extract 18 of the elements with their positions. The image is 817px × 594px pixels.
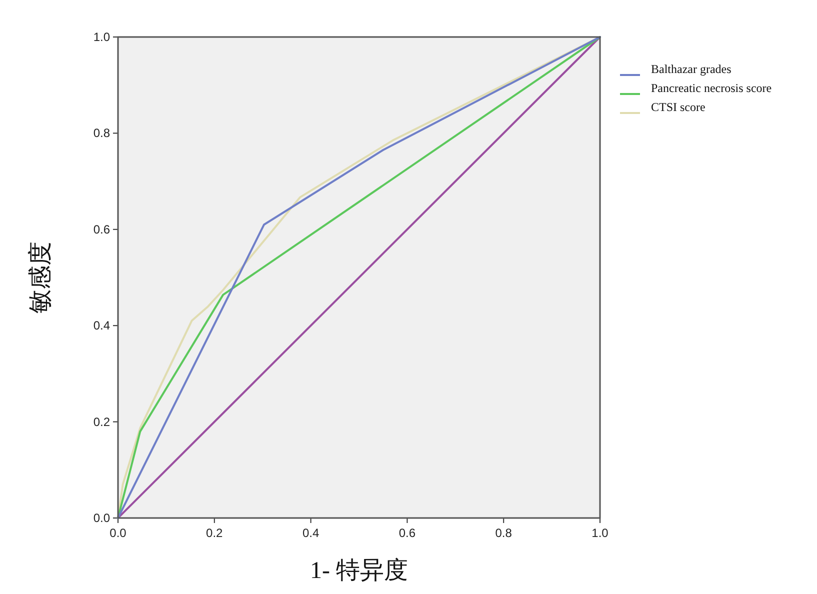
y-tick-label: 1.0 <box>93 30 110 44</box>
legend-label: Pancreatic necrosis score <box>651 81 772 95</box>
y-axis-title: 敏感度 <box>27 242 54 314</box>
x-tick-label: 0.2 <box>206 526 224 540</box>
y-tick-label: 0.4 <box>93 318 110 333</box>
x-tick-label: 0.6 <box>398 526 416 540</box>
x-axis-title: 1- 特异度 <box>310 557 408 584</box>
x-tick-label: 1.0 <box>592 526 609 540</box>
y-tick-label: 0.8 <box>93 126 110 140</box>
legend-label: Balthazar grades <box>651 62 732 76</box>
y-tick-label: 0.0 <box>93 511 110 525</box>
legend-label: CTSI score <box>651 100 706 114</box>
y-tick-label: 0.2 <box>93 414 110 429</box>
y-tick-label: 0.6 <box>93 222 110 236</box>
x-tick-label: 0.4 <box>302 526 320 540</box>
x-tick-label: 0.0 <box>110 526 127 540</box>
x-tick-label: 0.8 <box>495 526 512 540</box>
line-series <box>117 36 601 519</box>
